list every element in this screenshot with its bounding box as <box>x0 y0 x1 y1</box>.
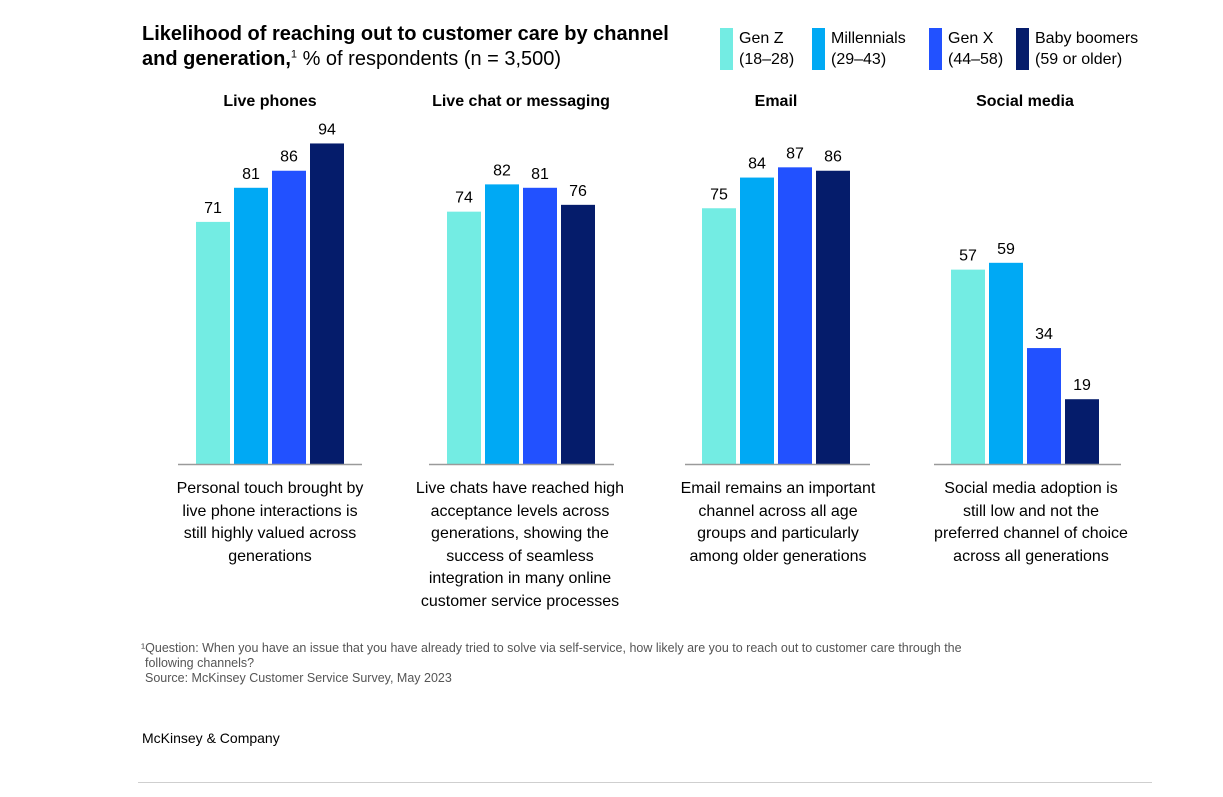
bar-live-chat-or-messaging-gen-x <box>523 187 557 465</box>
legend-label-range: (44–58) <box>948 51 1004 68</box>
panel-caption: Personal touch brought by live phone int… <box>176 480 364 565</box>
data-label: 86 <box>280 149 298 166</box>
chart-title-text: Likelihood of reaching out to customer c… <box>142 23 669 70</box>
bar-email-gen-x <box>778 167 812 464</box>
bar-social-media-gen-x <box>1027 348 1061 464</box>
footnote: ¹Question: When you have an issue that y… <box>141 641 1101 686</box>
legend-label-range: (18–28) <box>739 51 795 68</box>
bottom-divider <box>138 782 1152 783</box>
bar-chart: Live phones 71 81 86 94 Live chat or messagin… <box>178 93 1121 466</box>
data-label: 76 <box>569 183 587 200</box>
bar-social-media-gen-z <box>951 269 985 464</box>
panel-caption: Email remains an important channel acros… <box>680 480 876 565</box>
legend-label: Gen X (44–58) <box>948 28 1003 70</box>
footnote-question-cont: following channels? <box>145 656 255 670</box>
data-label: 75 <box>710 186 728 203</box>
legend-swatch <box>929 28 942 70</box>
panel-title-live-chat-or-messaging: Live chat or messaging <box>432 93 610 110</box>
data-label: 81 <box>242 166 260 183</box>
legend-label: Baby boomers (59 or older) <box>1035 28 1138 70</box>
panel-caption: Social media adoption is still low and n… <box>934 480 1128 565</box>
data-label: 59 <box>997 241 1015 258</box>
panel-caption: Live chats have reached high acceptance … <box>415 480 625 610</box>
bar-live-phones-gen-z <box>196 221 230 464</box>
data-label: 57 <box>959 248 977 265</box>
data-label: 34 <box>1035 326 1053 343</box>
legend-label-name: Millennials <box>831 30 906 47</box>
data-label: 87 <box>786 145 804 162</box>
bar-email-millennials <box>740 177 774 464</box>
bar-live-phones-gen-x <box>272 170 306 465</box>
brand-logo-text: McKinsey & Company <box>142 730 280 746</box>
bar-email-gen-z <box>702 208 736 464</box>
bar-email-baby-boomers <box>816 170 850 465</box>
bar-live-phones-baby-boomers <box>310 143 344 464</box>
bar-social-media-baby-boomers <box>1065 399 1099 464</box>
data-label: 71 <box>204 200 222 217</box>
panel-title-social-media: Social media <box>976 93 1074 110</box>
legend-label-name: Gen X <box>948 30 994 47</box>
data-label: 74 <box>455 190 473 207</box>
chart-title: Likelihood of reaching out to customer c… <box>142 22 702 72</box>
bar-live-phones-millennials <box>234 187 268 465</box>
legend-label-name: Gen Z <box>739 30 784 47</box>
title-footnote-mark: 1 <box>290 48 298 61</box>
data-label: 81 <box>531 166 549 183</box>
legend-swatch <box>1016 28 1029 70</box>
bar-live-chat-or-messaging-baby-boomers <box>561 204 595 464</box>
legend-swatch <box>812 28 825 70</box>
bar-social-media-millennials <box>989 262 1023 464</box>
chart-subtitle: % of respondents (n = 3,500) <box>302 48 562 70</box>
legend-swatch <box>720 28 733 70</box>
data-label: 84 <box>748 156 766 173</box>
legend-label-name: Baby boomers <box>1035 30 1139 47</box>
legend-label-range: (59 or older) <box>1035 51 1123 68</box>
panel-title-live-phones: Live phones <box>223 93 316 110</box>
data-label: 82 <box>493 162 511 179</box>
bar-live-chat-or-messaging-millennials <box>485 184 519 464</box>
legend-label: Gen Z (18–28) <box>739 28 794 70</box>
legend-label: Millennials (29–43) <box>831 28 906 70</box>
source-note: Source: McKinsey Customer Service Survey… <box>145 671 452 685</box>
bar-live-chat-or-messaging-gen-z <box>447 211 481 464</box>
data-label: 19 <box>1073 377 1091 394</box>
data-label: 94 <box>318 121 336 138</box>
data-label: 86 <box>824 149 842 166</box>
panel-title-email: Email <box>755 93 798 110</box>
footnote-question: ¹Question: When you have an issue that y… <box>141 641 962 655</box>
legend-label-range: (29–43) <box>831 51 887 68</box>
